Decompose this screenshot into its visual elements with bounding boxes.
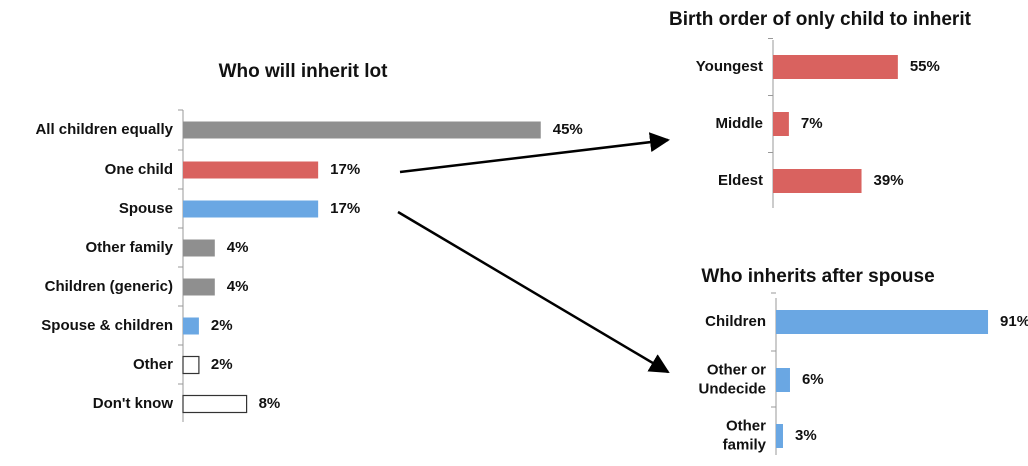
bar (776, 310, 989, 334)
bar (776, 424, 783, 448)
value-label: 91% (1000, 313, 1028, 330)
category-label: Eldest (718, 172, 763, 189)
bar (183, 239, 215, 257)
value-label: 39% (874, 172, 904, 189)
category-label: One child (105, 161, 173, 178)
category-label: Children (705, 313, 766, 330)
category-label: Other family (723, 417, 767, 453)
bar (773, 169, 862, 193)
category-label: Other (133, 356, 173, 373)
bar (183, 200, 319, 218)
category-label: Other or Undecide (698, 361, 766, 397)
bar (776, 368, 790, 392)
value-label: 3% (795, 427, 817, 444)
bar (773, 55, 898, 79)
category-label: Don't know (93, 395, 174, 412)
bar (182, 394, 248, 414)
arrow (399, 132, 670, 174)
value-label: 2% (211, 317, 233, 334)
chart-title: Who inherits after spouse (701, 266, 934, 287)
category-label: All children equally (35, 121, 173, 138)
bar (183, 317, 199, 335)
bar (773, 112, 789, 136)
value-label: 8% (259, 395, 281, 412)
value-label: 55% (910, 58, 940, 75)
value-label: 45% (553, 121, 583, 138)
value-label: 17% (330, 200, 360, 217)
bar (182, 355, 200, 375)
category-label: Youngest (696, 58, 763, 75)
category-label: Middle (716, 115, 764, 132)
value-label: 2% (211, 356, 233, 373)
chart-title: Who will inherit lot (219, 61, 389, 82)
value-label: 6% (802, 371, 824, 388)
bar (183, 278, 215, 296)
value-label: 4% (227, 239, 249, 256)
bar (183, 121, 541, 139)
value-label: 4% (227, 278, 249, 295)
value-label: 17% (330, 161, 360, 178)
arrow (397, 210, 670, 374)
category-label: Children (generic) (45, 278, 173, 295)
chart-title: Birth order of only child to inherit (669, 9, 972, 30)
bar (183, 161, 319, 179)
category-label: Spouse (119, 200, 173, 217)
category-label: Other family (85, 239, 173, 256)
value-label: 7% (801, 115, 823, 132)
category-label: Spouse & children (41, 317, 173, 334)
